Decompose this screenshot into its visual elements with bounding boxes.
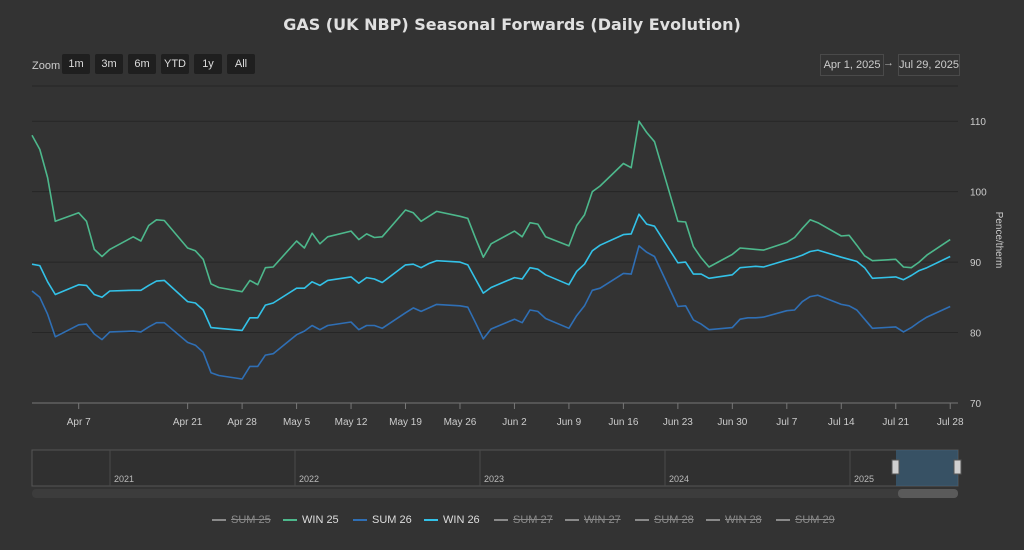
legend-label: WIN 25 — [302, 514, 339, 526]
navigator-scrollbar-thumb[interactable] — [898, 489, 958, 498]
legend-item-sum-27[interactable]: SUM 27 — [494, 512, 553, 528]
legend-label: WIN 28 — [725, 514, 762, 526]
x-tick-label: Jun 2 — [502, 417, 527, 428]
legend-label: SUM 25 — [231, 514, 271, 526]
legend-label: SUM 29 — [795, 514, 835, 526]
y-tick-label: 90 — [970, 258, 982, 269]
legend-swatch — [565, 519, 579, 522]
legend-item-sum-26[interactable]: SUM 26 — [353, 512, 412, 528]
legend-label: WIN 27 — [584, 514, 621, 526]
legend-label: SUM 28 — [654, 514, 694, 526]
legend-swatch — [283, 519, 297, 522]
x-tick-label: Jul 14 — [828, 417, 855, 428]
y-axis-labels: 70 80 90 100 110 — [970, 117, 987, 410]
series-line-win-25[interactable] — [31, 120, 951, 293]
date-range-arrow: → — [883, 57, 894, 69]
legend-swatch — [424, 519, 438, 522]
x-tick-label: May 19 — [389, 417, 422, 428]
x-tick-label: Jun 30 — [717, 417, 747, 428]
legend-label: SUM 26 — [372, 514, 412, 526]
navigator-area[interactable] — [31, 449, 959, 487]
series-line-win-26[interactable] — [31, 213, 951, 332]
x-tick-label: May 12 — [335, 417, 368, 428]
legend-item-sum-29[interactable]: SUM 29 — [776, 512, 835, 528]
legend-swatch — [212, 519, 226, 522]
x-tick-label: Jul 28 — [937, 417, 964, 428]
legend-item-win-28[interactable]: WIN 28 — [706, 512, 762, 528]
navigator-year-label: 2023 — [484, 474, 504, 484]
series-line-sum-26[interactable] — [31, 245, 951, 380]
navigator-left-handle[interactable] — [891, 459, 900, 475]
zoom-all-button[interactable]: All — [227, 54, 255, 74]
legend-label: SUM 27 — [513, 514, 553, 526]
zoom-label: Zoom — [32, 60, 61, 72]
x-tick-label: Apr 7 — [67, 417, 91, 428]
y-tick-label: 100 — [970, 188, 987, 199]
legend-item-sum-25[interactable]: SUM 25 — [212, 512, 271, 528]
date-from-input[interactable]: Apr 1, 2025 — [820, 54, 884, 76]
zoom-6m-button[interactable]: 6m — [128, 54, 156, 74]
x-tick-label: Jun 16 — [608, 417, 638, 428]
navigator-selection[interactable] — [896, 450, 958, 486]
date-to-input[interactable]: Jul 29, 2025 — [898, 54, 960, 76]
legend-swatch — [706, 519, 720, 522]
x-tick-label: Jun 23 — [663, 417, 693, 428]
x-tick-label: Jul 7 — [776, 417, 798, 428]
zoom-1m-button[interactable]: 1m — [62, 54, 90, 74]
legend-item-win-25[interactable]: WIN 25 — [283, 512, 339, 528]
legend-swatch — [776, 519, 790, 522]
x-tick-label: May 26 — [444, 417, 477, 428]
legend-swatch — [494, 519, 508, 522]
navigator-year-label: 2021 — [114, 474, 134, 484]
x-tick-label: May 5 — [283, 417, 311, 428]
legend-item-win-27[interactable]: WIN 27 — [565, 512, 621, 528]
zoom-3m-button[interactable]: 3m — [95, 54, 123, 74]
x-tick-label: Apr 21 — [173, 417, 203, 428]
x-tick-label: Jul 21 — [882, 417, 909, 428]
y-tick-label: 70 — [970, 399, 982, 410]
zoom-1y-button[interactable]: 1y — [194, 54, 222, 74]
navigator-year-label: 2024 — [669, 474, 689, 484]
navigator-year-label: 2025 — [854, 474, 874, 484]
navigator-scrollbar-track[interactable] — [32, 489, 958, 498]
navigator: 2021 2022 2023 2024 2025 — [31, 449, 962, 498]
chart-title: GAS (UK NBP) Seasonal Forwards (Daily Ev… — [283, 15, 741, 34]
navigator-right-handle[interactable] — [953, 459, 962, 475]
legend-item-win-26[interactable]: WIN 26 — [424, 512, 480, 528]
x-axis: Apr 7 Apr 21 Apr 28 May 5 May 12 May 19 May 26… — [32, 402, 964, 428]
x-tick-label: Apr 28 — [227, 417, 257, 428]
y-axis-title: Pence/therm — [993, 212, 1004, 269]
series-lines — [31, 120, 951, 380]
zoom-ytd-button[interactable]: YTD — [161, 54, 189, 74]
x-tick-label: Jun 9 — [557, 417, 582, 428]
y-tick-label: 110 — [970, 117, 986, 128]
legend: SUM 25 WIN 25 SUM 26 WIN 26 SUM 27 WIN 27 SUM … — [0, 512, 1024, 530]
legend-item-sum-28[interactable]: SUM 28 — [635, 512, 694, 528]
legend-swatch — [635, 519, 649, 522]
legend-swatch — [353, 519, 367, 522]
legend-label: WIN 26 — [443, 514, 480, 526]
y-tick-label: 80 — [970, 329, 982, 340]
grid-lines — [32, 85, 958, 404]
navigator-year-label: 2022 — [299, 474, 319, 484]
